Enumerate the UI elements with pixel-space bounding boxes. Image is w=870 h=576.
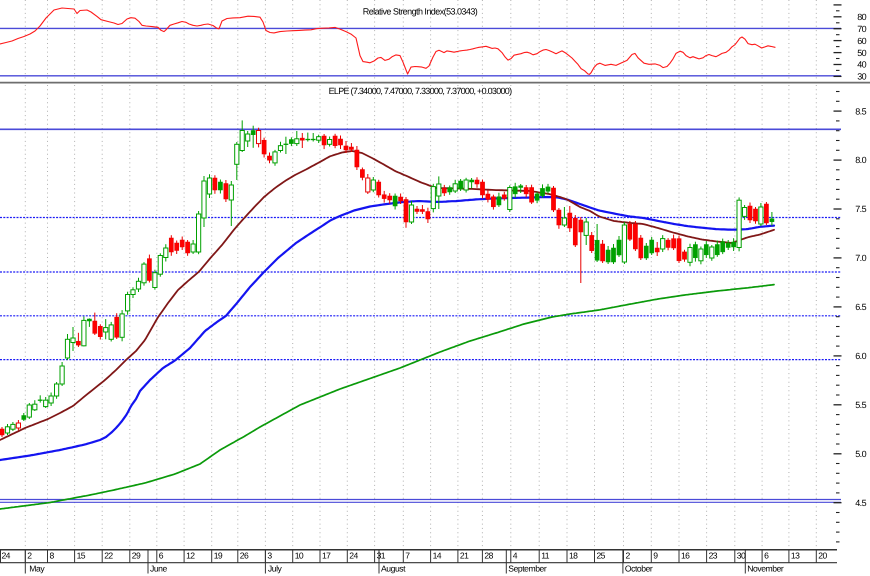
svg-text:6.0: 6.0 bbox=[855, 351, 866, 361]
svg-text:8.5: 8.5 bbox=[855, 106, 866, 116]
svg-text:15: 15 bbox=[77, 551, 86, 561]
svg-text:28: 28 bbox=[484, 551, 493, 561]
svg-text:25: 25 bbox=[597, 551, 606, 561]
svg-text:September: September bbox=[508, 564, 547, 574]
svg-text:23: 23 bbox=[709, 551, 718, 561]
svg-text:6.5: 6.5 bbox=[855, 302, 866, 312]
svg-text:30: 30 bbox=[857, 72, 866, 82]
svg-text:4.5: 4.5 bbox=[855, 498, 866, 508]
svg-text:31: 31 bbox=[377, 551, 386, 561]
svg-text:5.0: 5.0 bbox=[855, 449, 866, 459]
svg-text:40: 40 bbox=[857, 60, 866, 70]
svg-text:14: 14 bbox=[433, 551, 442, 561]
svg-text:August: August bbox=[381, 564, 406, 574]
svg-text:ELPE (7.34000, 7.47000, 7.3300: ELPE (7.34000, 7.47000, 7.33000, 7.37000… bbox=[329, 86, 512, 96]
svg-text:7: 7 bbox=[405, 551, 410, 561]
svg-text:70: 70 bbox=[857, 24, 866, 34]
svg-text:6: 6 bbox=[159, 551, 164, 561]
svg-text:November: November bbox=[747, 564, 784, 574]
svg-text:12: 12 bbox=[186, 551, 195, 561]
svg-text:9: 9 bbox=[653, 551, 658, 561]
svg-text:5.5: 5.5 bbox=[855, 400, 866, 410]
svg-text:May: May bbox=[29, 564, 45, 574]
svg-text:26: 26 bbox=[240, 551, 249, 561]
svg-text:60: 60 bbox=[857, 36, 866, 46]
svg-text:18: 18 bbox=[569, 551, 578, 561]
svg-text:7.5: 7.5 bbox=[855, 204, 866, 214]
svg-text:October: October bbox=[625, 564, 653, 574]
svg-text:8.0: 8.0 bbox=[855, 155, 866, 165]
svg-text:19: 19 bbox=[214, 551, 223, 561]
svg-text:6: 6 bbox=[764, 551, 769, 561]
svg-text:2: 2 bbox=[626, 551, 631, 561]
svg-text:Relative Strength Index(53.034: Relative Strength Index(53.0343) bbox=[363, 7, 478, 17]
svg-text:80: 80 bbox=[857, 12, 866, 22]
svg-text:3: 3 bbox=[267, 551, 272, 561]
svg-text:24: 24 bbox=[349, 551, 358, 561]
svg-text:10: 10 bbox=[295, 551, 304, 561]
svg-text:13: 13 bbox=[791, 551, 800, 561]
svg-text:2: 2 bbox=[27, 551, 32, 561]
svg-text:22: 22 bbox=[104, 551, 113, 561]
svg-text:20: 20 bbox=[818, 551, 827, 561]
svg-text:8: 8 bbox=[50, 551, 55, 561]
svg-text:11: 11 bbox=[541, 551, 550, 561]
svg-text:29: 29 bbox=[132, 551, 141, 561]
svg-text:21: 21 bbox=[460, 551, 469, 561]
svg-text:16: 16 bbox=[681, 551, 690, 561]
svg-text:17: 17 bbox=[322, 551, 331, 561]
svg-text:July: July bbox=[268, 564, 283, 574]
svg-text:24: 24 bbox=[2, 551, 11, 561]
svg-text:7.0: 7.0 bbox=[855, 253, 866, 263]
svg-text:50: 50 bbox=[857, 48, 866, 58]
svg-text:4: 4 bbox=[513, 551, 518, 561]
svg-text:30: 30 bbox=[737, 551, 746, 561]
svg-text:June: June bbox=[150, 564, 168, 574]
